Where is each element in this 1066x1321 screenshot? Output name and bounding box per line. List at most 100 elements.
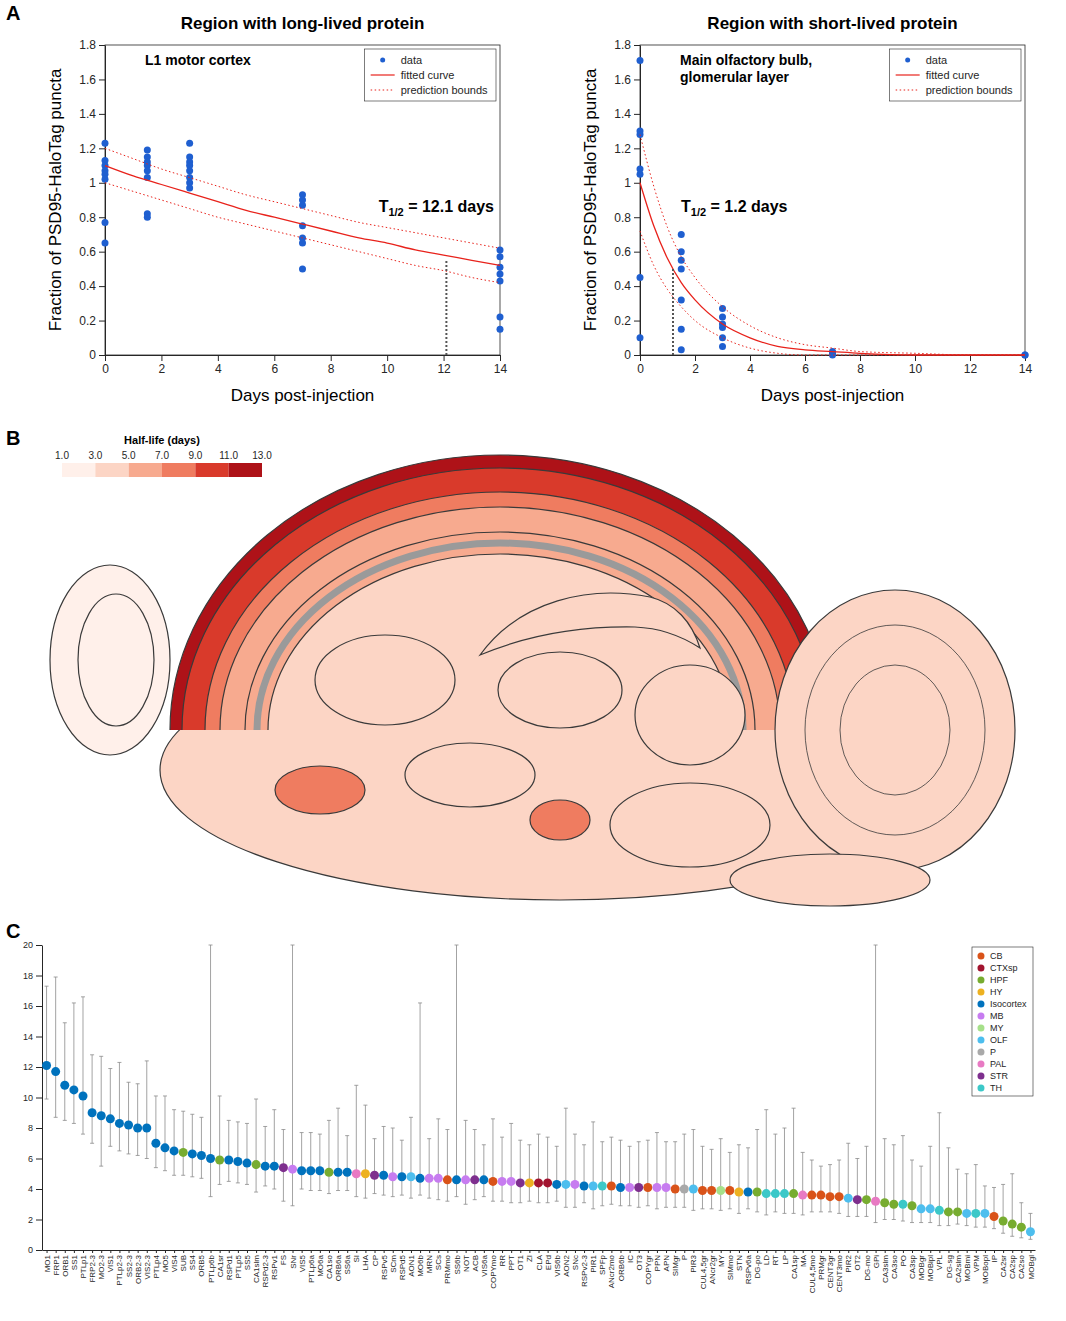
data-point xyxy=(397,1172,406,1181)
tick: GPi xyxy=(872,1250,881,1268)
error-cap xyxy=(764,1109,768,1110)
error-bar xyxy=(693,1130,694,1211)
error-cap xyxy=(810,1160,814,1161)
legend-symbol xyxy=(977,1085,984,1092)
tick: ORB6a xyxy=(334,1250,343,1281)
tick-label: 10 xyxy=(381,362,395,376)
tick-label: RSPd5 xyxy=(398,1254,407,1280)
tick-label: RSPv6a xyxy=(744,1254,753,1284)
error-bar xyxy=(356,1085,357,1196)
error-bar xyxy=(720,1139,721,1211)
tick: LD xyxy=(762,1250,771,1265)
error-bar xyxy=(328,1120,329,1193)
error-cap xyxy=(546,1137,550,1138)
tick: 0.8 xyxy=(614,211,640,225)
tick-label: SUB xyxy=(179,1255,188,1271)
data-point xyxy=(306,1166,315,1175)
tick: AON1 xyxy=(407,1250,416,1277)
tick: CENT3mo xyxy=(835,1250,844,1292)
tick-mark xyxy=(693,1250,694,1253)
error-bar xyxy=(848,1143,849,1216)
tick-mark xyxy=(201,1250,202,1253)
tick-mark xyxy=(99,183,105,184)
error-cap xyxy=(436,1118,440,1119)
x-axis-title: Days post-injection xyxy=(761,386,905,405)
tick: 0.4 xyxy=(614,279,640,293)
tick-label: 1.6 xyxy=(79,73,96,87)
legend-symbol xyxy=(905,58,910,63)
error-cap xyxy=(518,1140,522,1141)
error-cap xyxy=(90,1143,94,1144)
tick: PTLp6a xyxy=(307,1250,316,1283)
error-cap xyxy=(628,1146,632,1147)
data-point xyxy=(917,1204,926,1213)
tick-label: PTLp6b xyxy=(207,1254,216,1283)
data-point xyxy=(507,1177,516,1186)
data-point xyxy=(871,1197,880,1206)
tick-mark xyxy=(730,1250,731,1253)
error-cap xyxy=(127,1082,131,1083)
tick-mark xyxy=(183,1250,184,1253)
error-cap xyxy=(728,1208,732,1209)
data-point xyxy=(224,1156,233,1165)
brain-map xyxy=(50,455,1015,1005)
data-point xyxy=(106,1114,115,1123)
data-point xyxy=(835,1192,844,1201)
error-cap xyxy=(564,1207,568,1208)
tick-label: 10 xyxy=(909,362,923,376)
error-cap xyxy=(409,1117,413,1118)
error-cap xyxy=(864,1146,868,1147)
tick-mark xyxy=(584,1250,585,1253)
tick-label: COPYmo xyxy=(489,1254,498,1288)
tick: 1.6 xyxy=(79,73,105,87)
tick: P xyxy=(680,1250,689,1260)
error-cap xyxy=(655,1208,659,1209)
tick: MA xyxy=(799,1250,808,1267)
tick-mark xyxy=(138,1250,139,1253)
data-point xyxy=(452,1175,461,1184)
data-point xyxy=(497,314,504,321)
tick-label: SS5 xyxy=(243,1254,252,1270)
error-bar xyxy=(529,1145,530,1201)
tick: ORB1 xyxy=(61,1250,70,1277)
tick-mark xyxy=(411,1250,412,1253)
tick-mark xyxy=(99,148,105,149)
tick-label: MOBgr xyxy=(917,1255,926,1281)
error-bar xyxy=(137,1084,138,1156)
tick-mark xyxy=(721,1250,722,1253)
error-cap xyxy=(582,1144,586,1145)
error-cap xyxy=(236,1121,240,1122)
error-bar xyxy=(884,1139,885,1220)
error-cap xyxy=(473,1129,477,1130)
error-bar xyxy=(55,977,56,1117)
data-point xyxy=(616,1183,625,1192)
tick: FS xyxy=(279,1250,288,1265)
plot-frame xyxy=(640,45,1025,355)
brain-region xyxy=(480,593,700,655)
tick-mark xyxy=(444,355,445,361)
error-cap xyxy=(518,1202,522,1203)
data-point xyxy=(461,1175,470,1184)
tick: 4 xyxy=(747,355,754,376)
tick: MRN xyxy=(425,1250,434,1273)
tick-mark xyxy=(575,1250,576,1253)
tick: SS2-3 xyxy=(125,1250,134,1277)
tick-mark xyxy=(331,355,332,361)
error-cap xyxy=(327,1120,331,1121)
error-cap xyxy=(491,1118,495,1119)
brain-region xyxy=(245,532,755,730)
error-cap xyxy=(363,1105,367,1106)
error-bar xyxy=(456,945,457,1197)
data-point xyxy=(186,167,193,174)
data-point xyxy=(261,1162,270,1171)
error-cap xyxy=(573,1207,577,1208)
tick: SNc xyxy=(571,1250,580,1270)
tick-mark xyxy=(839,1250,840,1253)
data-point xyxy=(288,1165,297,1174)
data-point xyxy=(297,1166,306,1175)
error-cap xyxy=(555,1146,559,1147)
error-cap xyxy=(618,1140,622,1141)
tick-label: APN xyxy=(662,1255,671,1272)
tick-mark xyxy=(970,355,971,361)
tick-label: 4 xyxy=(215,362,222,376)
